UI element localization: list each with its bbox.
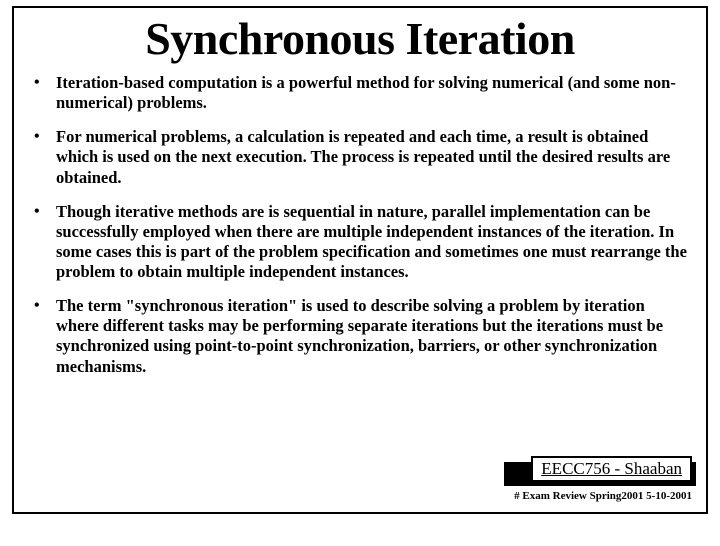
- bullet-icon: •: [34, 202, 56, 283]
- slide-title: Synchronous Iteration: [32, 12, 688, 65]
- list-item: • Though iterative methods are is sequen…: [34, 202, 688, 283]
- list-item: • For numerical problems, a calculation …: [34, 127, 688, 187]
- slide-frame: Synchronous Iteration • Iteration-based …: [12, 6, 708, 514]
- list-item: • Iteration-based computation is a power…: [34, 73, 688, 113]
- bullet-text: The term "synchronous iteration" is used…: [56, 296, 688, 377]
- bullet-list: • Iteration-based computation is a power…: [32, 73, 688, 377]
- footer-subtext: # Exam Review Spring2001 5-10-2001: [514, 490, 692, 502]
- bullet-text: For numerical problems, a calculation is…: [56, 127, 688, 187]
- footer-course: EECC756 - Shaaban: [531, 456, 692, 482]
- bullet-icon: •: [34, 296, 56, 377]
- footer-box: EECC756 - Shaaban: [531, 456, 692, 482]
- bullet-icon: •: [34, 127, 56, 187]
- bullet-icon: •: [34, 73, 56, 113]
- bullet-text: Though iterative methods are is sequenti…: [56, 202, 688, 283]
- list-item: • The term "synchronous iteration" is us…: [34, 296, 688, 377]
- bullet-text: Iteration-based computation is a powerfu…: [56, 73, 688, 113]
